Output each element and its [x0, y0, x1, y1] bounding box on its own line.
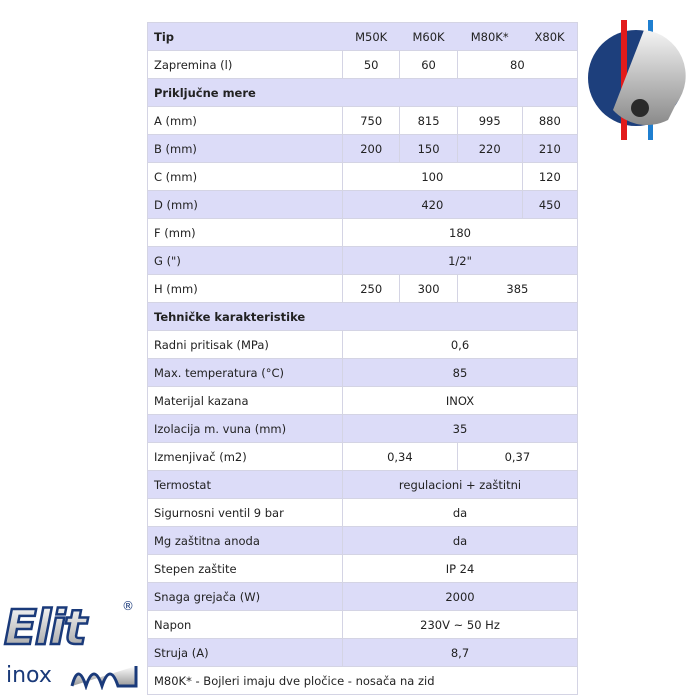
footnote-row: M80K* - Bojleri imaju dve pločice - nosa… [147, 666, 578, 695]
cell: regulacioni + zaštitni [342, 470, 578, 499]
row-label: Max. temperatura (°C) [147, 358, 343, 387]
footnote: M80K* - Bojleri imaju dve pločice - nosa… [147, 666, 578, 695]
cell: 2000 [342, 582, 578, 611]
water-heater-icon [588, 20, 686, 140]
row-label: A (mm) [147, 106, 343, 135]
cell: 200 [341, 134, 401, 163]
table-row: Mg zaštitna anoda da [147, 526, 578, 555]
cell: 815 [399, 106, 458, 135]
row-label: H (mm) [147, 274, 343, 303]
cell: 0,37 [456, 442, 579, 471]
model-m60k: M60K [399, 22, 458, 51]
row-label: Izmenjivač (m2) [147, 442, 343, 471]
row-label: D (mm) [147, 190, 343, 219]
row-label: Snaga grejača (W) [147, 582, 343, 611]
cell: 120 [521, 162, 579, 191]
row-label: F (mm) [147, 218, 343, 247]
cell: 230V ~ 50 Hz [342, 610, 578, 639]
row-label: Mg zaštitna anoda [147, 526, 343, 555]
section-row: Tehničke karakteristike [147, 302, 578, 331]
section-row: Priključne mere [147, 78, 578, 107]
section-heading: Tehničke karakteristike [147, 302, 578, 331]
table-row: C (mm) 100 120 [147, 162, 579, 191]
cell: 220 [456, 134, 523, 163]
cell: 100 [342, 162, 523, 191]
row-label: Zapremina (l) [147, 50, 343, 79]
cell: 35 [342, 414, 578, 443]
row-label: B (mm) [147, 134, 343, 163]
cell: 1/2" [342, 246, 578, 275]
table-row: Napon 230V ~ 50 Hz [147, 610, 578, 639]
elit-inox-logo: Elit inox ® [3, 599, 138, 690]
cell: 80 [456, 50, 579, 79]
table-row: Zapremina (l) 50 60 80 [147, 50, 579, 79]
row-label: Izolacija m. vuna (mm) [147, 414, 343, 443]
cell: 995 [456, 106, 523, 135]
table-row: Snaga grejača (W) 2000 [147, 582, 578, 611]
table-row: F (mm) 180 [147, 218, 578, 247]
table-row: Struja (A) 8,7 [147, 638, 578, 667]
cell: 50 [341, 50, 401, 79]
model-m50k: M50K [342, 22, 400, 51]
cell: 300 [399, 274, 458, 303]
model-x80k: X80K [522, 22, 579, 51]
cell: da [342, 498, 578, 527]
cell: INOX [342, 386, 578, 415]
table-row: D (mm) 420 450 [147, 190, 579, 219]
row-label: Sigurnosni ventil 9 bar [147, 498, 343, 527]
cell: 210 [521, 134, 579, 163]
table-row: B (mm) 200 150 220 210 [147, 134, 579, 163]
row-label: Materijal kazana [147, 386, 343, 415]
svg-text:inox: inox [6, 663, 52, 688]
row-label: Stepen zaštite [147, 554, 343, 583]
cell: 750 [341, 106, 401, 135]
svg-text:Elit: Elit [4, 600, 89, 656]
cell: 60 [399, 50, 458, 79]
row-label: Termostat [147, 470, 343, 499]
table-row: Izmenjivač (m2) 0,34 0,37 [147, 442, 579, 471]
cell: 385 [456, 274, 579, 303]
table-header-row: Tip M50K M60K M80K* X80K [147, 22, 579, 51]
cell: 85 [342, 358, 578, 387]
cell: 0,6 [342, 330, 578, 359]
spec-table: Tip M50K M60K M80K* X80K Zapremina (l) 5… [147, 22, 579, 695]
cell: 8,7 [342, 638, 578, 667]
cell: IP 24 [342, 554, 578, 583]
table-row: H (mm) 250 300 385 [147, 274, 579, 303]
table-row: Sigurnosni ventil 9 bar da [147, 498, 578, 527]
table-row: G (") 1/2" [147, 246, 578, 275]
row-label: Struja (A) [147, 638, 343, 667]
cell: 450 [521, 190, 579, 219]
header-label: Tip [147, 22, 343, 51]
svg-text:®: ® [122, 599, 134, 613]
model-m80k: M80K* [457, 22, 523, 51]
cell: 180 [342, 218, 578, 247]
row-label: C (mm) [147, 162, 343, 191]
section-heading: Priključne mere [147, 78, 578, 107]
cell: 420 [342, 190, 523, 219]
cell: da [342, 526, 578, 555]
table-row: Izolacija m. vuna (mm) 35 [147, 414, 578, 443]
cell: 880 [521, 106, 579, 135]
row-label: Radni pritisak (MPa) [147, 330, 343, 359]
row-label: G (") [147, 246, 343, 275]
cell: 150 [399, 134, 458, 163]
cell: 250 [341, 274, 401, 303]
table-row: A (mm) 750 815 995 880 [147, 106, 579, 135]
table-row: Max. temperatura (°C) 85 [147, 358, 578, 387]
cell: 0,34 [342, 442, 458, 471]
table-row: Materijal kazana INOX [147, 386, 578, 415]
table-row: Radni pritisak (MPa) 0,6 [147, 330, 578, 359]
row-label: Napon [147, 610, 343, 639]
table-row: Termostat regulacioni + zaštitni [147, 470, 578, 499]
table-row: Stepen zaštite IP 24 [147, 554, 578, 583]
